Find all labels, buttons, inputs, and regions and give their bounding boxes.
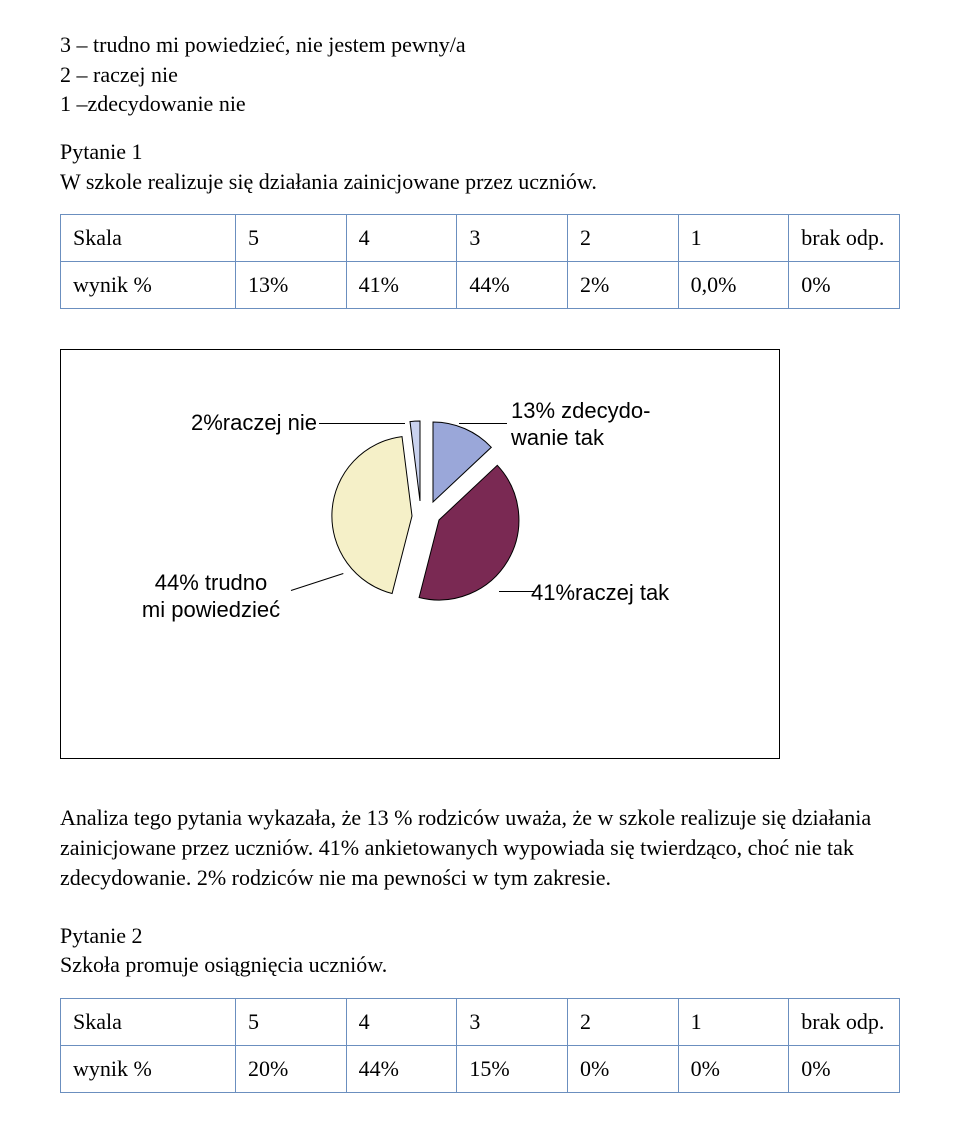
pie-wrap — [316, 405, 536, 625]
cell: 0% — [678, 1045, 789, 1092]
cell: 15% — [457, 1045, 568, 1092]
cell: 0% — [789, 262, 900, 309]
pie-svg — [316, 405, 536, 625]
cell: 0% — [789, 1045, 900, 1092]
cell: 5 — [236, 215, 347, 262]
cell: brak odp. — [789, 215, 900, 262]
table-row: Skala 5 4 3 2 1 brak odp. — [61, 215, 900, 262]
q2-heading: Pytanie 2 — [60, 921, 900, 951]
pie-slice-44 — [332, 437, 412, 594]
q1-pie-chart: 2%raczej nie 13% zdecydo- wanie tak 44% … — [60, 349, 780, 759]
q2-table: Skala 5 4 3 2 1 brak odp. wynik % 20% 44… — [60, 998, 900, 1093]
chart-label-trudno: 44% trudno mi powiedzieć — [121, 570, 301, 623]
intro-line-2: 2 – raczej nie — [60, 60, 900, 90]
cell: 0,0% — [678, 262, 789, 309]
cell: 44% — [457, 262, 568, 309]
cell: 2 — [567, 215, 678, 262]
chart-label-raczej-nie: 2%raczej nie — [191, 410, 317, 436]
pie-slice-2 — [410, 421, 420, 501]
intro-line-1: 3 – trudno mi powiedzieć, nie jestem pew… — [60, 30, 900, 60]
chart-label-line: 44% trudno — [121, 570, 301, 596]
cell: 3 — [457, 998, 568, 1045]
q1-table: Skala 5 4 3 2 1 brak odp. wynik % 13% 41… — [60, 214, 900, 309]
cell: Skala — [61, 998, 236, 1045]
chart-label-raczej-tak: 41%raczej tak — [531, 580, 669, 606]
intro-line-3: 1 –zdecydowanie nie — [60, 89, 900, 119]
cell: 5 — [236, 998, 347, 1045]
cell: 44% — [346, 1045, 457, 1092]
cell: brak odp. — [789, 998, 900, 1045]
cell: 20% — [236, 1045, 347, 1092]
table-row: wynik % 20% 44% 15% 0% 0% 0% — [61, 1045, 900, 1092]
cell: Skala — [61, 215, 236, 262]
cell: 3 — [457, 215, 568, 262]
cell: 13% — [236, 262, 347, 309]
chart-label-line: 13% zdecydo- — [511, 398, 681, 424]
table-row: Skala 5 4 3 2 1 brak odp. — [61, 998, 900, 1045]
q1-analysis: Analiza tego pytania wykazała, że 13 % r… — [60, 803, 900, 892]
cell: 0% — [567, 1045, 678, 1092]
table-row: wynik % 13% 41% 44% 2% 0,0% 0% — [61, 262, 900, 309]
chart-label-zdecydowanie-tak: 13% zdecydo- wanie tak — [511, 398, 681, 451]
cell: wynik % — [61, 1045, 236, 1092]
chart-label-line: wanie tak — [511, 425, 681, 451]
cell: 1 — [678, 215, 789, 262]
chart-label-line: mi powiedzieć — [121, 597, 301, 623]
q2-text: Szkoła promuje osiągnięcia uczniów. — [60, 950, 900, 980]
page: 3 – trudno mi powiedzieć, nie jestem pew… — [0, 0, 960, 1133]
q1-text: W szkole realizuje się działania zainicj… — [60, 167, 900, 197]
q1-heading: Pytanie 1 — [60, 137, 900, 167]
cell: 2% — [567, 262, 678, 309]
cell: 4 — [346, 998, 457, 1045]
cell: 2 — [567, 998, 678, 1045]
cell: wynik % — [61, 262, 236, 309]
cell: 41% — [346, 262, 457, 309]
cell: 1 — [678, 998, 789, 1045]
cell: 4 — [346, 215, 457, 262]
